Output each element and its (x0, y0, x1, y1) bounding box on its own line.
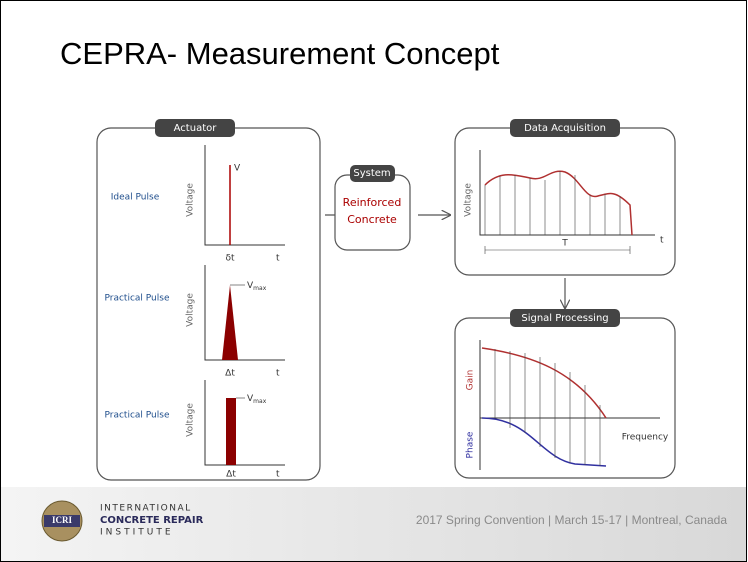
actuator-frame (96, 127, 321, 481)
peak-main: V (247, 394, 254, 404)
sp-tab (510, 309, 620, 327)
peak-sub: max (253, 398, 267, 405)
pulse-name: Practical Pulse (105, 294, 170, 304)
system-label: System (353, 168, 390, 179)
period-label: T (561, 239, 568, 249)
logo-text: ICRI (52, 515, 73, 525)
phase-curve (481, 417, 607, 467)
width-label: δt (225, 254, 235, 264)
width-label: Δt (226, 470, 236, 480)
daq-tab (510, 119, 620, 137)
x-label: t (276, 369, 280, 379)
peak-sub: max (253, 285, 267, 292)
peak-label: V (234, 164, 241, 174)
org-line: INTERNATIONAL (100, 504, 192, 514)
system-tab (350, 165, 395, 182)
x-label: Frequency (622, 433, 669, 443)
axes (204, 380, 285, 466)
actuator-tab (155, 119, 235, 137)
sample-lines (484, 171, 621, 235)
org-line: CONCRETE REPAIR (100, 515, 204, 526)
sample-lines (494, 349, 601, 466)
peak-label: Vmax (247, 281, 267, 292)
y-label: Voltage (186, 403, 196, 437)
peak-label: Vmax (247, 394, 267, 405)
event-text: 2017 Spring Convention | March 15-17 | M… (416, 513, 727, 527)
sp-frame (454, 317, 676, 479)
footer-band (1, 487, 746, 561)
slide-title: CEPRA- Measurement Concept (60, 36, 500, 71)
phase-label: Phase (466, 431, 476, 458)
axes (204, 265, 285, 361)
system-text: Reinforced (343, 196, 402, 209)
x-label: t (276, 254, 280, 264)
period-bracket (484, 246, 631, 254)
actuator-label: Actuator (174, 123, 218, 134)
gain-curve (481, 347, 607, 419)
daq-label: Data Acquisition (524, 123, 606, 134)
logo-bar (44, 515, 80, 527)
org-line: INSTITUTE (100, 528, 174, 538)
triangle-pulse (222, 285, 238, 360)
axes (479, 150, 655, 236)
system-text: Concrete (347, 213, 397, 226)
x-label: t (276, 470, 280, 480)
signal-curve (484, 170, 633, 236)
gain-label: Gain (466, 370, 476, 391)
axes (204, 145, 285, 246)
peak-main: V (247, 281, 254, 291)
width-label: Δt (225, 369, 235, 379)
x-label: t (660, 236, 664, 246)
rect-pulse (226, 398, 236, 465)
daq-frame (454, 127, 676, 276)
y-label: Voltage (464, 183, 474, 217)
y-label: Voltage (186, 293, 196, 327)
pulse-name: Ideal Pulse (111, 193, 160, 203)
sp-label: Signal Processing (521, 313, 608, 324)
pulse-name: Practical Pulse (105, 411, 170, 421)
y-label: Voltage (186, 183, 196, 217)
